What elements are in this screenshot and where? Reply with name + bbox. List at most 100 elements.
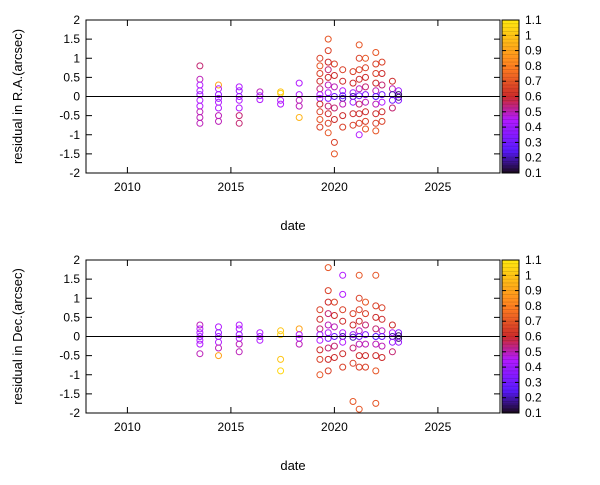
dec-data-point <box>277 331 285 339</box>
dec-x-tick-label: 2020 <box>321 420 348 434</box>
ra-data-point <box>215 98 222 106</box>
ra-data-point <box>339 123 347 131</box>
ra-data-point <box>196 114 204 121</box>
ra-colorbar-swatch <box>502 170 519 174</box>
ra-colorbar-swatch <box>502 144 519 148</box>
ra-data-point <box>362 117 369 125</box>
dec-colorbar-tick-label: 0.6 <box>525 330 542 344</box>
ra-data-point <box>235 83 243 91</box>
dec-colorbar-swatch <box>502 282 519 286</box>
dec-colorbar-swatch <box>502 290 519 294</box>
dec-colorbar-swatch <box>502 336 519 340</box>
dec-colorbar-swatch <box>502 374 519 378</box>
ra-colorbar-tick-label: 0.3 <box>525 135 542 149</box>
dec-data-point <box>324 344 332 352</box>
dec-colorbar-swatch <box>502 265 519 269</box>
dec-y-tick-label: -1 <box>69 368 80 382</box>
dec-data-point <box>372 367 380 375</box>
dec-colorbar-tick-label: 0.8 <box>525 299 542 313</box>
ra-colorbar-swatch <box>502 22 519 26</box>
dec-colorbar-swatch <box>502 277 519 281</box>
ra-colorbar-swatch <box>502 32 519 36</box>
ra-data-point <box>362 125 369 133</box>
dec-colorbar-tick-label: 0.3 <box>525 375 542 389</box>
ra-colorbar-swatch <box>502 65 519 69</box>
ra-y-axis-label: residual in R.A.(arcsec) <box>10 29 25 164</box>
dec-data-point <box>324 334 332 342</box>
ra-colorbar-swatch <box>502 147 519 151</box>
dec-points <box>196 264 403 413</box>
ra-y-tick-label: -1.5 <box>59 147 80 161</box>
dec-data-point <box>330 323 338 331</box>
ra-data-point <box>316 85 324 93</box>
dec-panel: 2010 2015 2020 2025 -2 -1.5 -1 -0.5 0 0.5 1 1.5 2 d… <box>10 253 542 473</box>
ra-data-point <box>316 100 324 108</box>
ra-colorbar-swatch <box>502 63 519 67</box>
ra-colorbar-swatch <box>502 88 519 92</box>
dec-y-tick-label: 2 <box>73 253 80 267</box>
ra-data-point <box>324 66 332 74</box>
ra-data-point <box>215 81 222 89</box>
ra-x-tick-label: 2020 <box>321 180 348 194</box>
dec-colorbar-swatch <box>502 351 519 355</box>
dec-data-point <box>378 354 386 361</box>
dec-data-point <box>372 302 380 310</box>
dec-colorbar-swatch <box>502 402 519 406</box>
ra-data-point <box>215 104 222 112</box>
dec-x-axis-label: date <box>280 458 305 473</box>
dec-data-point <box>349 344 357 352</box>
ra-data-point <box>362 98 369 106</box>
ra-colorbar-swatch <box>502 35 519 39</box>
ra-data-point <box>215 112 222 120</box>
ra-data-point <box>196 75 204 83</box>
ra-data-point <box>295 96 303 104</box>
dec-data-point <box>324 287 332 295</box>
dec-data-point <box>330 354 338 361</box>
dec-data-point <box>362 352 369 360</box>
ra-data-point <box>349 98 357 106</box>
dec-data-point <box>316 371 324 379</box>
dec-colorbar-tick-label: 0.7 <box>525 314 542 328</box>
dec-data-point <box>324 367 332 375</box>
ra-data-point <box>256 96 264 104</box>
dec-colorbar-swatch <box>502 328 519 332</box>
dec-data-point <box>196 340 204 348</box>
ra-colorbar-swatch <box>502 83 519 87</box>
dec-colorbar-swatch <box>502 262 519 266</box>
ra-data-point <box>277 96 285 104</box>
dec-colorbar-tick-label: 0.2 <box>525 391 542 405</box>
ra-data-point <box>362 64 369 72</box>
dec-data-point <box>316 325 324 333</box>
dec-colorbar-swatch <box>502 285 519 289</box>
dec-data-point <box>277 367 285 375</box>
ra-data-point <box>295 79 303 87</box>
ra-data-point <box>330 138 338 146</box>
ra-data-point <box>362 108 369 116</box>
ra-data-point <box>295 102 303 110</box>
dec-colorbar-swatch <box>502 308 519 312</box>
dec-colorbar-swatch <box>502 272 519 276</box>
ra-data-point <box>324 94 332 102</box>
ra-colorbar-swatch <box>502 142 519 146</box>
dec-data-point <box>355 327 363 335</box>
ra-colorbar-swatch <box>502 157 519 161</box>
ra-data-point <box>316 54 324 62</box>
ra-colorbar-swatch <box>502 137 519 141</box>
ra-colorbar-swatch <box>502 152 519 156</box>
dec-colorbar-swatch <box>502 400 519 404</box>
ra-colorbar-swatch <box>502 42 519 46</box>
dec-colorbar-tick-label: 0.9 <box>525 284 542 298</box>
dec-data-point <box>372 325 380 333</box>
dec-x-tick-label: 2015 <box>218 420 245 434</box>
dec-colorbar: 0.10.2 0.30.40.50.6 0.70.80.9 11.1 <box>501 253 542 420</box>
dec-colorbar-swatch <box>502 295 519 299</box>
ra-data-point <box>372 119 380 127</box>
dec-data-point <box>235 331 243 339</box>
ra-colorbar-swatch <box>502 104 519 108</box>
dec-colorbar-swatch <box>502 270 519 274</box>
ra-data-point <box>355 41 363 49</box>
ra-data-point <box>256 92 264 100</box>
ra-data-point <box>324 89 332 97</box>
ra-colorbar-swatch <box>502 93 519 97</box>
